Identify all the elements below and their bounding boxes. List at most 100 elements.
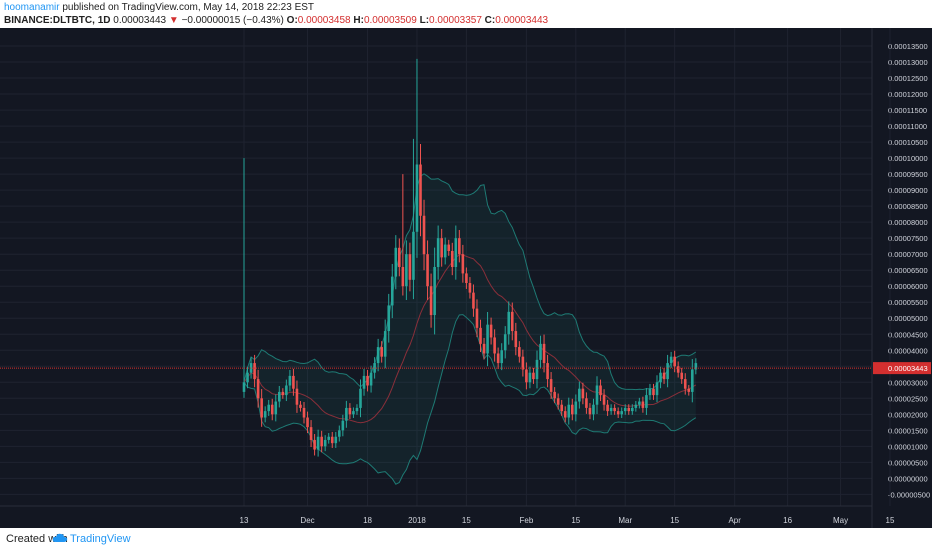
symbol-label[interactable]: BINANCE:DLTBTC, 1D — [4, 15, 111, 26]
y-tick-label: 0.00002000 — [888, 410, 928, 419]
candle-body — [419, 164, 422, 216]
bollinger-upper — [243, 173, 697, 391]
candle-body — [323, 439, 327, 447]
x-tick-label: 2018 — [408, 516, 426, 525]
publish-line: hoomanamir published on TradingView.com,… — [4, 2, 314, 13]
candle-body — [447, 244, 451, 251]
chart-area[interactable]: 0.00013500 0.00013000 0.00012500 0.00012000… — [0, 28, 932, 528]
candle-body — [246, 372, 249, 383]
y-tick-label: 0.00008500 — [888, 202, 928, 211]
candle-body — [500, 350, 503, 364]
candle-body — [281, 391, 285, 396]
candle-body — [380, 347, 383, 357]
publish-info: published on TradingView.com, May 14, 20… — [59, 2, 315, 13]
candle-body — [592, 404, 595, 415]
y-tick-label: 0.00011500 — [888, 106, 927, 115]
candle-body — [570, 404, 574, 415]
candle-body — [270, 404, 274, 415]
candle-body — [655, 382, 659, 396]
candle-body — [288, 375, 292, 386]
candle-body — [302, 407, 306, 418]
y-tick-label: 0.00000500 — [888, 458, 928, 467]
y-tick-label: 0.00013500 — [888, 42, 928, 51]
tradingview-brand[interactable]: TradingView — [70, 533, 131, 545]
high-value: 0.00003509 — [363, 15, 417, 26]
candle-body — [479, 327, 482, 344]
x-tick-label: Apr — [728, 516, 741, 525]
y-tick-label: 0.00007000 — [888, 250, 928, 259]
candle-body — [539, 343, 542, 360]
candle-body — [588, 407, 592, 415]
candle-body — [585, 398, 588, 408]
candle-body — [320, 436, 323, 447]
candle-body — [383, 331, 387, 357]
last-price-badge — [873, 362, 931, 375]
author-link[interactable]: hoomanamir — [4, 2, 60, 13]
candle-body — [652, 388, 655, 396]
open-value: 0.00003458 — [297, 15, 351, 26]
candle-body — [440, 238, 443, 258]
candle-body — [535, 359, 539, 380]
candle-body — [567, 404, 571, 418]
low-label: L: — [419, 15, 430, 26]
candle-body — [458, 238, 461, 255]
candle-body — [669, 356, 673, 364]
candle-body — [415, 164, 419, 232]
symbol-line: BINANCE:DLTBTC, 1D 0.00003443 ▼ −0.00000… — [4, 15, 548, 26]
y-tick-label: 0.00002500 — [888, 394, 928, 403]
candle-body — [242, 382, 246, 392]
candle-body — [486, 324, 489, 354]
candle-body — [627, 407, 631, 412]
candle-body — [387, 305, 391, 332]
y-tick-label: 0.00005000 — [888, 314, 928, 323]
candle-body — [436, 238, 440, 267]
candle-body — [274, 401, 278, 415]
candle-body — [390, 276, 394, 306]
y-tick-label: 0.00009500 — [888, 170, 928, 179]
candle-body — [366, 375, 369, 386]
y-tick-label: 0.00001500 — [888, 426, 928, 435]
candle-body — [493, 337, 496, 354]
x-tick-label: Mar — [618, 516, 632, 525]
candle-body — [489, 324, 493, 338]
y-tick-label: 0.00010500 — [888, 138, 928, 147]
candle-body — [352, 411, 355, 415]
y-tick-label: 0.00013000 — [888, 58, 928, 67]
x-tick-label: 15 — [571, 516, 580, 525]
candle-body — [549, 379, 553, 392]
price-chart[interactable]: 0.00013500 0.00013000 0.00012500 0.00012000… — [0, 28, 932, 528]
down-arrow-icon: ▼ — [168, 15, 179, 26]
y-tick-label: 0.00004000 — [888, 346, 928, 355]
candle-body — [401, 267, 405, 287]
candle-body — [525, 369, 528, 383]
candle-body — [299, 404, 302, 408]
x-tick-label: 15 — [462, 516, 471, 525]
x-tick-label: Feb — [520, 516, 534, 525]
x-tick-label: 16 — [783, 516, 792, 525]
candle-body — [278, 391, 281, 402]
candle-body — [260, 398, 263, 418]
high-label: H: — [353, 15, 364, 26]
candle-body — [518, 347, 521, 357]
candle-body — [683, 379, 687, 389]
x-tick-label: 18 — [363, 516, 372, 525]
candle-body — [616, 411, 620, 415]
candle-body — [659, 372, 662, 383]
y-tick-label: 0.00008000 — [888, 218, 928, 227]
candle-body — [521, 356, 525, 370]
candle-body — [306, 417, 309, 428]
y-tick-label: 0.00000000 — [888, 474, 928, 483]
candle-body — [429, 286, 433, 316]
candle-body — [292, 375, 295, 389]
candle-body — [634, 404, 638, 408]
candle-body — [507, 311, 511, 335]
candle-body — [556, 398, 560, 405]
candle-body — [369, 372, 373, 386]
bollinger-basis — [243, 254, 697, 424]
candle-body — [606, 404, 609, 412]
candle-body — [680, 372, 684, 380]
candle-body — [405, 254, 408, 287]
candle-body — [433, 267, 436, 316]
candle-body — [253, 363, 256, 380]
candle-body — [602, 395, 606, 405]
